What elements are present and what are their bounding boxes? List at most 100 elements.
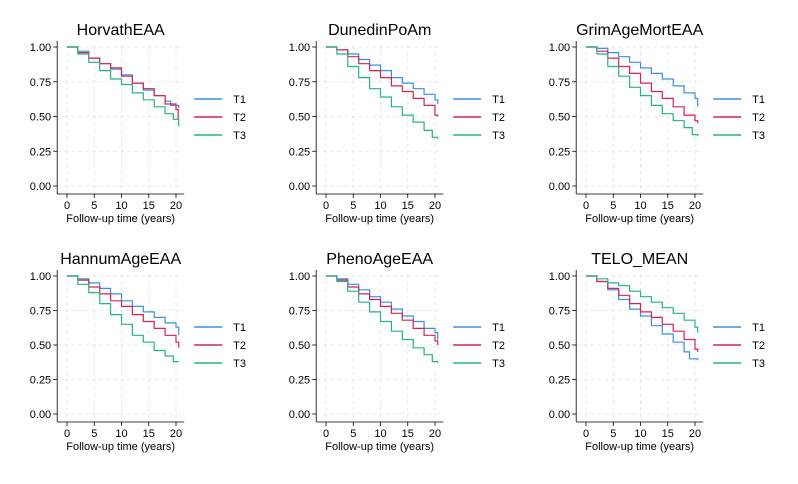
y-tick-label: 0.75	[549, 77, 570, 89]
series-line-t1	[326, 46, 439, 104]
x-tick-label: 5	[350, 200, 356, 212]
x-tick-label: 10	[374, 428, 386, 440]
legend-label-t1: T1	[492, 322, 505, 334]
legend-label-t3: T3	[752, 358, 765, 370]
series-line-t3	[67, 275, 179, 363]
y-tick-label: 0.75	[289, 77, 310, 89]
series-line-t2	[586, 275, 699, 352]
y-tick-label: 0.50	[289, 112, 310, 124]
x-tick-label: 5	[610, 428, 616, 440]
legend-label-t3: T3	[492, 358, 505, 370]
legend-label-t3: T3	[492, 130, 505, 142]
series-line-t1	[586, 275, 699, 361]
legend-label-t2: T2	[752, 340, 765, 352]
x-tick-label: 5	[350, 428, 356, 440]
y-tick-label: 0.00	[549, 409, 570, 421]
series-line-t3	[586, 46, 699, 136]
y-tick-label: 1.00	[549, 271, 570, 283]
x-tick-label: 15	[143, 200, 155, 212]
series-line-t1	[326, 275, 439, 340]
x-tick-label: 15	[402, 428, 414, 440]
y-tick-label: 0.75	[289, 306, 310, 318]
y-tick-label: 0.00	[30, 181, 51, 193]
x-tick-label: 0	[64, 200, 70, 212]
x-tick-label: 10	[115, 428, 127, 440]
y-tick-label: 0.75	[30, 306, 51, 318]
y-tick-label: 1.00	[549, 42, 570, 54]
legend-label-t2: T2	[752, 112, 765, 124]
x-axis-title: Follow-up time (years)	[585, 441, 694, 453]
x-tick-label: 5	[610, 200, 616, 212]
legend-label-t1: T1	[233, 322, 246, 334]
y-tick-label: 0.25	[549, 375, 570, 387]
legend-label-t1: T1	[752, 94, 765, 106]
panel-title: DunedinPoAm	[328, 22, 431, 39]
x-tick-label: 15	[662, 428, 674, 440]
series-line-t3	[326, 46, 439, 139]
legend-label-t1: T1	[492, 94, 505, 106]
y-tick-label: 0.75	[30, 77, 51, 89]
series-line-t1	[67, 46, 180, 109]
y-tick-label: 0.50	[30, 112, 51, 124]
x-axis-title: Follow-up time (years)	[66, 441, 175, 453]
y-tick-label: 0.25	[289, 146, 310, 158]
x-axis-title: Follow-up time (years)	[325, 213, 434, 225]
panel-title: HorvathEAA	[77, 22, 165, 39]
x-tick-label: 5	[91, 428, 97, 440]
x-tick-label: 15	[402, 200, 414, 212]
x-tick-label: 20	[689, 200, 701, 212]
y-tick-label: 1.00	[30, 271, 51, 283]
y-tick-label: 0.00	[289, 181, 310, 193]
y-tick-label: 0.25	[30, 146, 51, 158]
y-tick-label: 0.75	[549, 306, 570, 318]
x-tick-label: 10	[115, 200, 127, 212]
y-tick-label: 0.50	[549, 340, 570, 352]
y-tick-label: 1.00	[289, 42, 310, 54]
y-tick-label: 0.50	[549, 112, 570, 124]
y-tick-label: 0.25	[30, 375, 51, 387]
y-tick-label: 0.50	[30, 340, 51, 352]
series-line-t2	[67, 46, 179, 120]
y-tick-label: 1.00	[30, 42, 51, 54]
y-tick-label: 0.00	[549, 181, 570, 193]
y-tick-label: 0.50	[289, 340, 310, 352]
legend-label-t3: T3	[233, 358, 246, 370]
x-tick-label: 10	[634, 200, 646, 212]
series-line-t3	[67, 46, 180, 127]
x-tick-label: 20	[170, 428, 182, 440]
x-tick-label: 20	[429, 200, 441, 212]
x-tick-label: 20	[429, 428, 441, 440]
x-axis-title: Follow-up time (years)	[66, 213, 175, 225]
x-tick-label: 0	[583, 428, 589, 440]
legend-label-t3: T3	[233, 130, 246, 142]
x-tick-label: 10	[634, 428, 646, 440]
legend-label-t2: T2	[492, 340, 505, 352]
y-tick-label: 1.00	[289, 271, 310, 283]
x-tick-label: 15	[143, 428, 155, 440]
legend-label-t2: T2	[492, 112, 505, 124]
x-tick-label: 0	[323, 428, 329, 440]
panel-title: PhenoAgeEAA	[326, 251, 433, 268]
legend-label-t1: T1	[233, 94, 246, 106]
legend-label-t2: T2	[233, 112, 246, 124]
legend-label-t1: T1	[752, 322, 765, 334]
series-line-t2	[586, 46, 699, 124]
x-tick-label: 20	[689, 428, 701, 440]
x-tick-label: 15	[662, 200, 674, 212]
legend-label-t3: T3	[752, 130, 765, 142]
legend-label-t2: T2	[233, 340, 246, 352]
panel-title: HannumAgeEAA	[60, 251, 181, 268]
series-line-t2	[67, 275, 180, 348]
x-tick-label: 10	[374, 200, 386, 212]
panel-title: TELO_MEAN	[591, 251, 688, 268]
x-tick-label: 0	[583, 200, 589, 212]
x-tick-label: 20	[170, 200, 182, 212]
series-line-t1	[586, 46, 699, 107]
